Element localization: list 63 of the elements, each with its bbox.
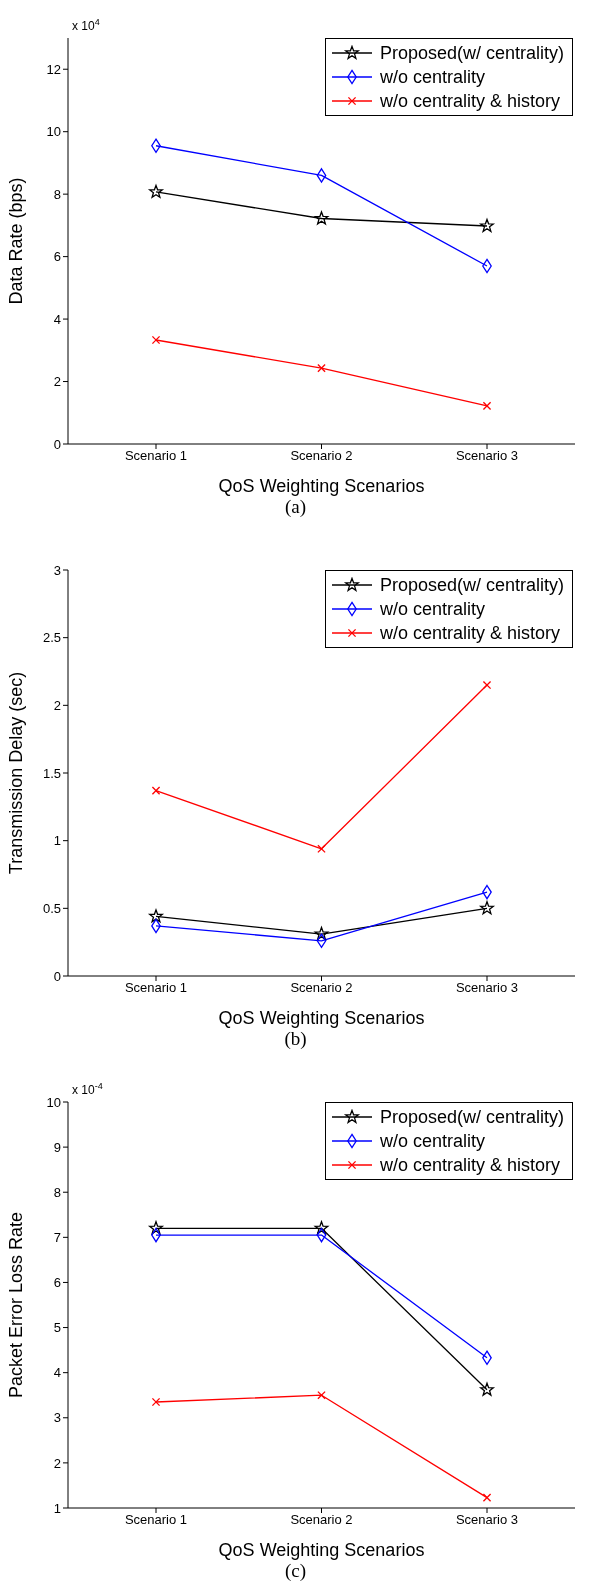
point — [314, 926, 329, 941]
x-axis-title: QoS Weighting Scenarios — [218, 476, 425, 496]
y-tick-label: 6 — [53, 1275, 61, 1291]
y-tick-label: 7 — [53, 1229, 61, 1245]
x-axis-title: QoS Weighting Scenarios — [218, 1008, 425, 1028]
y-tick-label: 2 — [53, 697, 61, 713]
x-tick-label: Scenario 2 — [290, 1512, 353, 1528]
point — [314, 1221, 329, 1235]
y-axis-title: Data Rate (bps) — [6, 177, 27, 305]
y-tick-label: 0 — [53, 436, 61, 452]
y-tick-label: 8 — [53, 1184, 61, 1200]
y-tick-label: 2 — [53, 1455, 61, 1471]
x-axis-title: QoS Weighting Scenarios — [218, 1540, 425, 1560]
y-tick-label: 10 — [46, 124, 61, 140]
text: (b) — [283, 1028, 308, 1050]
legend-label: Proposed(w/ centrality) — [379, 42, 564, 65]
y-tick-label: 8 — [53, 186, 61, 202]
y-tick-label: 6 — [53, 249, 61, 265]
point — [314, 211, 329, 225]
x-tick-label: Scenario 1 — [124, 980, 188, 996]
text: x 10$^{4}$ — [72, 17, 100, 33]
y-tick-label: 2.5 — [42, 630, 61, 646]
legend-label: w/o centrality & history — [379, 622, 560, 645]
y-tick-label: 1 — [53, 1500, 61, 1516]
y-axis-title: Packet Error Loss Rate — [6, 1211, 27, 1399]
legend-label: Proposed(w/ centrality) — [379, 1106, 564, 1129]
legend-label: w/o centrality — [379, 66, 485, 89]
y-tick-label: 2 — [53, 374, 61, 390]
point — [316, 168, 327, 183]
y-tick-label: 1 — [53, 833, 61, 849]
legend-label: w/o centrality & history — [379, 1154, 560, 1177]
text: (c) — [283, 1560, 308, 1582]
x-tick-label: Scenario 3 — [455, 980, 519, 996]
point — [480, 1382, 494, 1396]
y-tick-label: 0 — [53, 968, 61, 984]
text: x 10$^{-4}$ — [72, 1081, 103, 1097]
legend-label: w/o centrality — [379, 1130, 485, 1153]
y-tick-label: 9 — [53, 1139, 61, 1155]
y-tick-label: 4 — [53, 1365, 61, 1381]
point — [149, 909, 163, 923]
x-tick-label: Scenario 3 — [455, 1512, 519, 1528]
legend-label: w/o centrality — [379, 598, 485, 621]
text: (a) — [283, 496, 308, 518]
x-tick-label: Scenario 2 — [290, 448, 353, 464]
x-tick-label: Scenario 2 — [290, 980, 353, 996]
y-tick-label: 5 — [53, 1320, 61, 1336]
y-tick-label: 10 — [46, 1094, 61, 1110]
y-tick-label: 1.5 — [42, 765, 61, 781]
point — [480, 218, 494, 232]
y-axis-title: Transmission Delay (sec) — [6, 671, 27, 875]
x-tick-label: Scenario 1 — [124, 448, 188, 464]
legend-label: Proposed(w/ centrality) — [379, 574, 564, 597]
y-tick-label: 0.5 — [42, 900, 61, 916]
y-tick-label: 3 — [53, 1410, 61, 1426]
x-tick-label: Scenario 1 — [124, 1512, 188, 1528]
point — [149, 1221, 163, 1235]
x-tick-label: Scenario 3 — [455, 448, 519, 464]
y-tick-label: 4 — [53, 311, 61, 327]
point — [480, 901, 494, 915]
y-tick-label: 12 — [46, 61, 61, 77]
y-tick-label: 3 — [53, 562, 61, 578]
legend-label: w/o centrality & history — [379, 90, 560, 113]
point — [149, 184, 163, 198]
